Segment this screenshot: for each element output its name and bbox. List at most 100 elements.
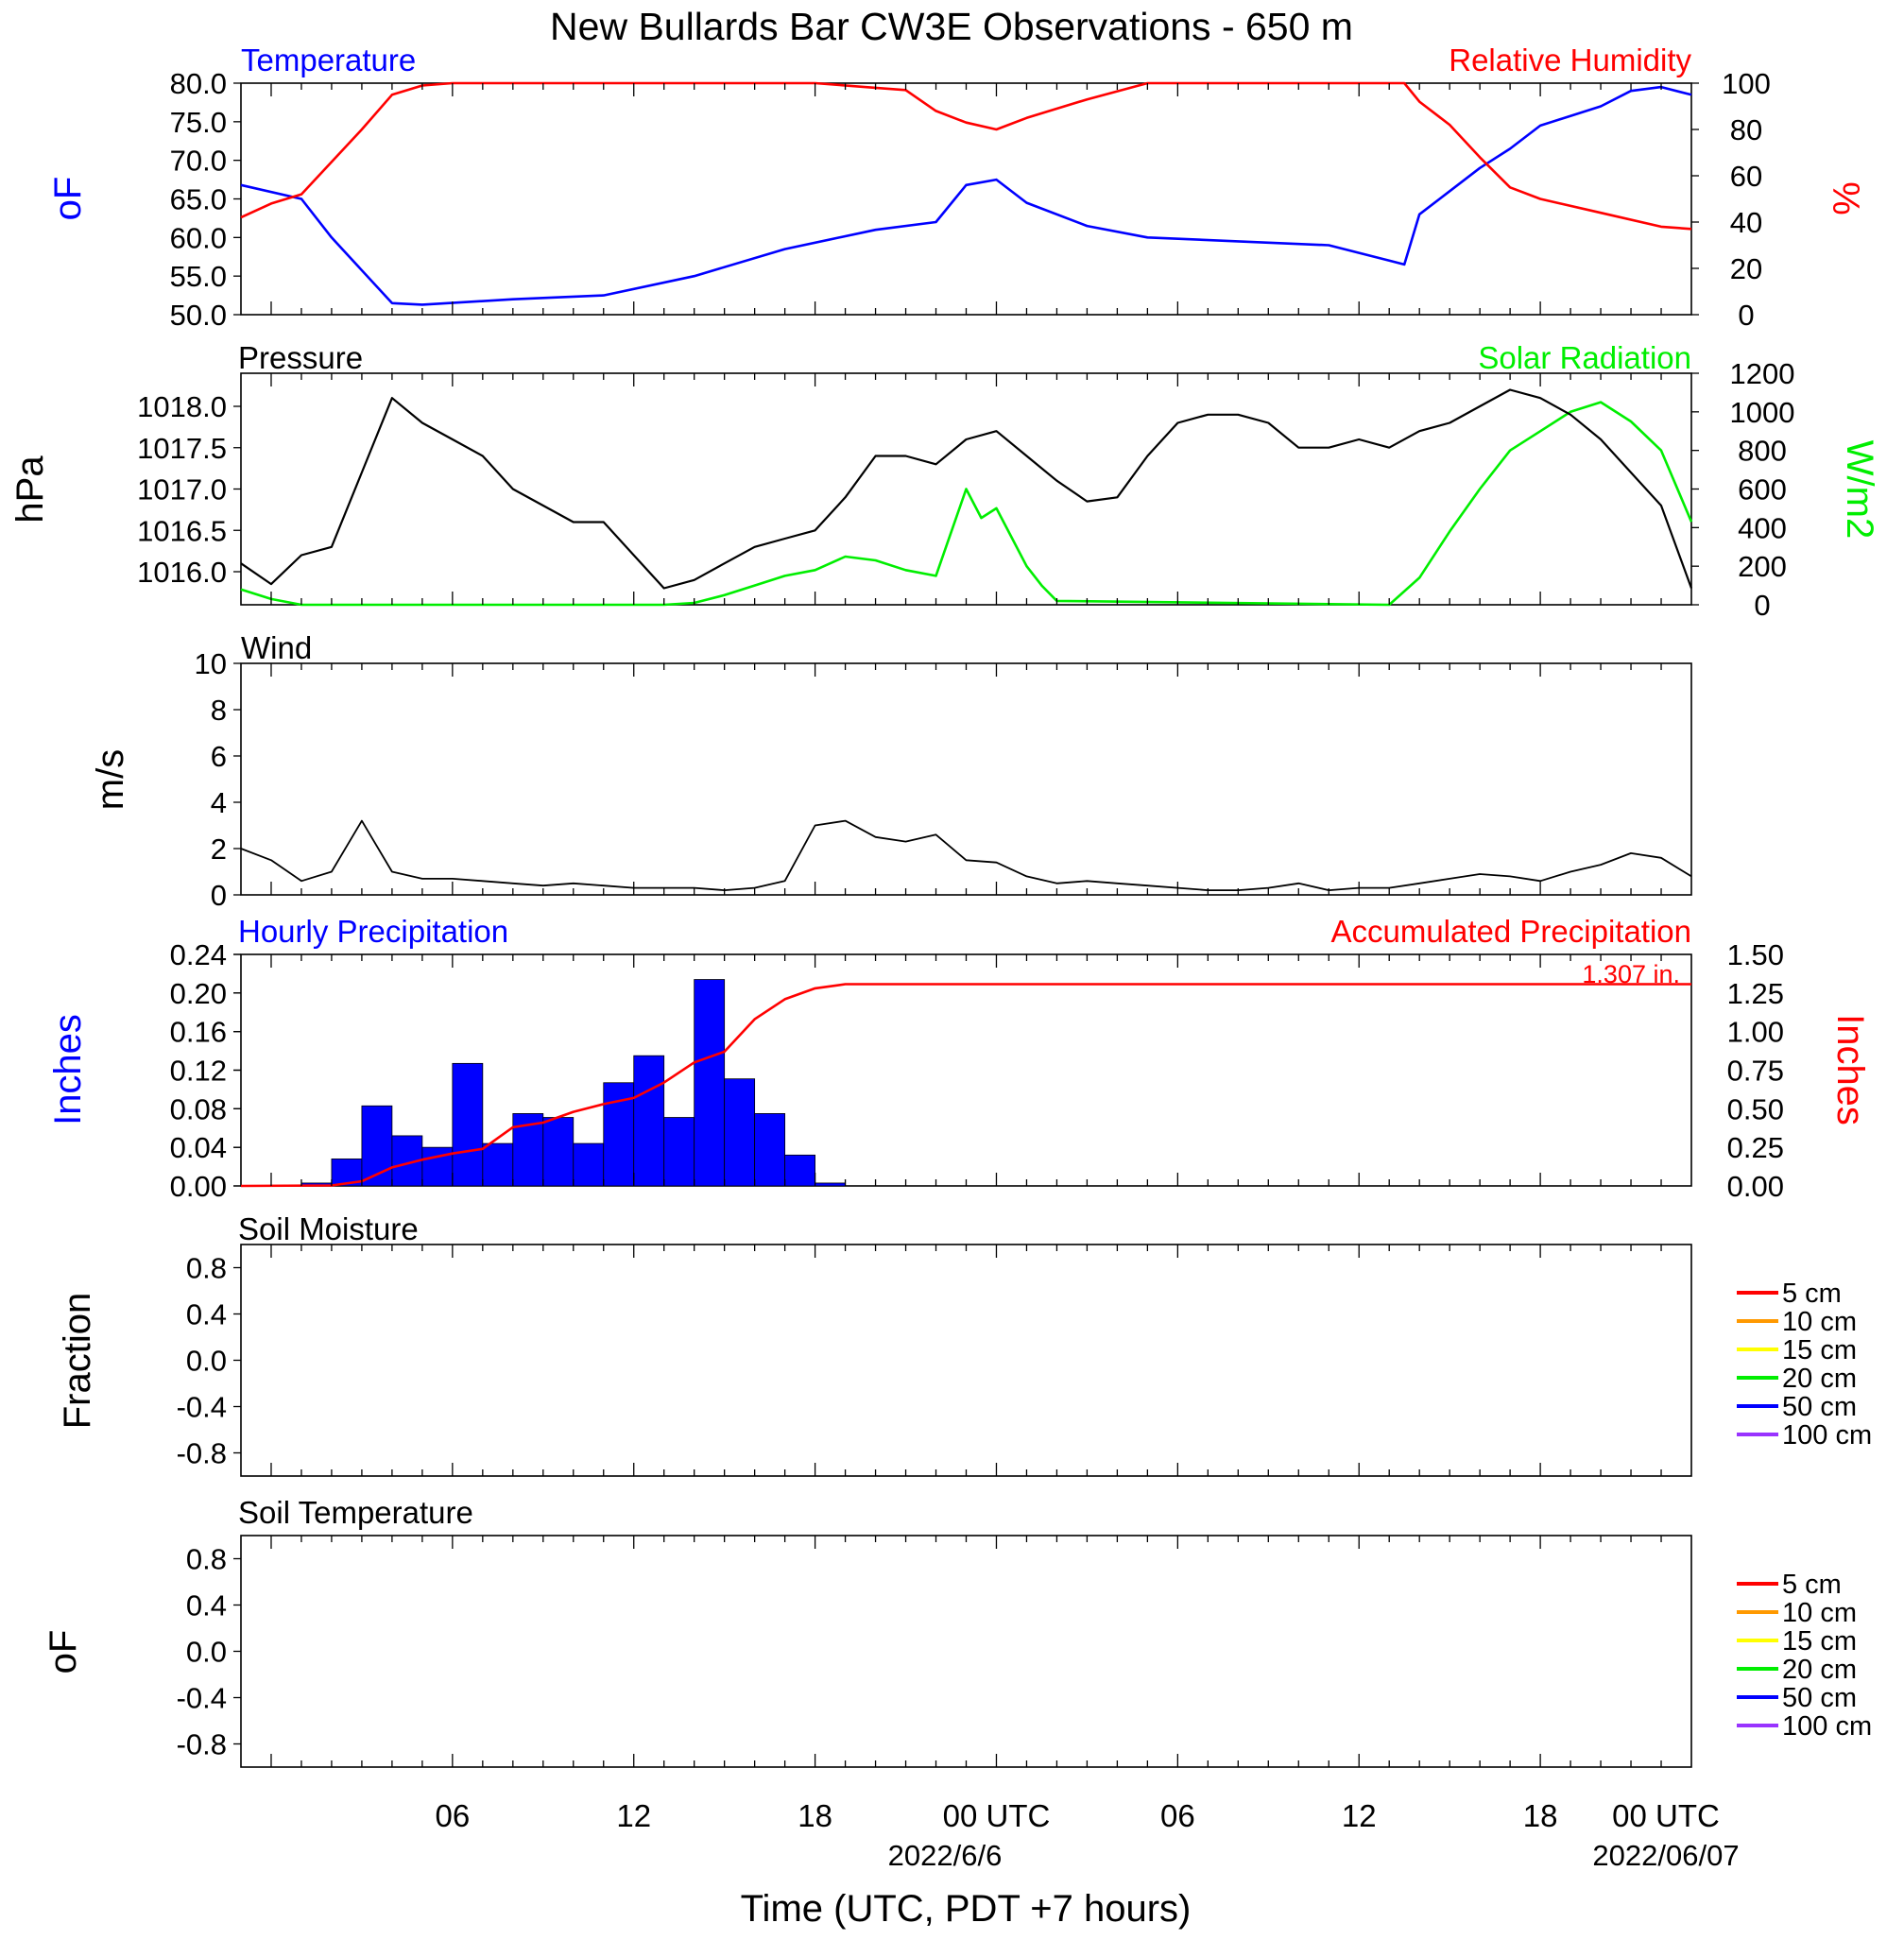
- humidity-unit: %: [1825, 181, 1866, 215]
- humidity-tick-label: 100: [1722, 67, 1771, 100]
- soil-moisture-unit: Fraction: [57, 1293, 98, 1430]
- wind-tick-label: 8: [211, 694, 227, 727]
- wind-lines: [240, 819, 1692, 891]
- accum-precip-tick-label: 0.50: [1727, 1092, 1784, 1125]
- legend-label: 5 cm: [1782, 1570, 1842, 1600]
- precip-bar: [573, 1142, 605, 1187]
- soil-temp-tick-label: 0.0: [186, 1636, 227, 1669]
- soil-temp-tick-label: -0.8: [177, 1728, 227, 1761]
- time-tick-label: 00 UTC: [1612, 1798, 1720, 1833]
- time-tick-label: 18: [798, 1798, 832, 1833]
- pressure-unit: hPa: [9, 455, 51, 524]
- date-label-2: 2022/06/07: [1592, 1839, 1739, 1872]
- solar-tick-label: 400: [1738, 511, 1787, 544]
- precipitation-marks: [240, 979, 1691, 1188]
- soil-temp-tick-labels: 0.8 0.4 0.0 -0.4 -0.8: [177, 1543, 241, 1761]
- precip-bar: [663, 1117, 695, 1187]
- precip-bar: [815, 1182, 846, 1187]
- soil-moisture-tick-labels: 0.8 0.4 0.0 -0.4 -0.8: [177, 1252, 241, 1470]
- accum-precip-title: Accumulated Precipitation: [1330, 914, 1691, 949]
- time-tick-label: 06: [1160, 1798, 1195, 1833]
- temperature-unit: oF: [47, 177, 89, 221]
- accum-precip-tick-label: 1.00: [1727, 1016, 1784, 1049]
- precip-bar: [633, 1055, 665, 1187]
- soil-temp-tick-label: 0.4: [186, 1589, 227, 1622]
- wind-tick-label: 6: [211, 740, 227, 773]
- date-label-1: 2022/6/6: [888, 1839, 1003, 1872]
- figure-title: New Bullards Bar CW3E Observations - 650…: [550, 5, 1353, 48]
- precip-bar: [694, 979, 726, 1187]
- solar-unit: W/m2: [1839, 440, 1880, 539]
- legend-label: 15 cm: [1782, 1335, 1857, 1365]
- precip-bar: [421, 1146, 454, 1187]
- solar-title: Solar Radiation: [1478, 340, 1691, 375]
- soil-moisture-tick-label: -0.8: [177, 1437, 227, 1470]
- soil-temp-tick-label: -0.4: [177, 1682, 227, 1715]
- humidity-tick-label: 20: [1730, 252, 1762, 285]
- hourly-precip-tick-label: 0.24: [170, 938, 227, 971]
- hourly-precip-title: Hourly Precipitation: [238, 914, 508, 949]
- solar-tick-label: 200: [1738, 550, 1787, 583]
- soil-moisture-tick-label: 0.4: [186, 1298, 227, 1331]
- wind-tick-label: 4: [211, 786, 227, 819]
- accum-precip-unit: Inches: [1829, 1014, 1871, 1125]
- panel-precipitation: Hourly Precipitation Accumulated Precipi…: [47, 914, 1871, 1203]
- pressure-solar-lines: [240, 388, 1693, 607]
- legend-label: 15 cm: [1782, 1626, 1857, 1657]
- precip-bar: [754, 1113, 786, 1187]
- time-axis-ticks: [270, 83, 1662, 1767]
- soil-temp-tick-label: 0.8: [186, 1543, 227, 1576]
- hourly-precip-tick-label: 0.16: [170, 1016, 227, 1049]
- hourly-precip-tick-label: 0.12: [170, 1055, 227, 1088]
- x-axis-title: Time (UTC, PDT +7 hours): [741, 1888, 1192, 1930]
- accum-precip-tick-labels: 1.50 1.25 1.00 0.75 0.50 0.25 0.00: [233, 938, 1784, 1203]
- temperature-line: [240, 85, 1692, 306]
- pressure-tick-label: 1016.0: [137, 556, 227, 589]
- time-tick-label: 18: [1523, 1798, 1558, 1833]
- solar-tick-label: 1000: [1730, 396, 1795, 429]
- time-axis-labels: 06 12 18 00 UTC 06 12 18 00 UTC: [435, 1798, 1719, 1833]
- accum-precip-tick-label: 1.50: [1727, 938, 1784, 971]
- temperature-tick-label: 70.0: [170, 145, 227, 178]
- temperature-tick-labels: 80.0 75.0 70.0 65.0 60.0 55.0 50.0: [170, 67, 241, 332]
- time-tick-label: 12: [616, 1798, 651, 1833]
- humidity-tick-label: 60: [1730, 160, 1762, 193]
- precip-bar: [784, 1154, 816, 1187]
- accumulated-precip-line: [240, 983, 1691, 1188]
- legend-label: 50 cm: [1782, 1392, 1857, 1422]
- soil-moisture-tick-label: 0.0: [186, 1345, 227, 1378]
- soil-moisture-title: Soil Moisture: [238, 1211, 419, 1246]
- wind-title: Wind: [241, 630, 312, 665]
- temperature-tick-label: 60.0: [170, 221, 227, 254]
- temperature-tick-label: 55.0: [170, 260, 227, 293]
- temperature-title: Temperature: [241, 43, 416, 77]
- solar-tick-label: 1200: [1730, 357, 1795, 390]
- time-tick-label: 12: [1342, 1798, 1377, 1833]
- legend-label: 5 cm: [1782, 1279, 1842, 1309]
- soil-temp-title: Soil Temperature: [238, 1495, 473, 1530]
- legend-label: 10 cm: [1782, 1598, 1857, 1628]
- legend-label: 10 cm: [1782, 1307, 1857, 1337]
- soil-temp-unit: oF: [43, 1630, 84, 1674]
- temperature-tick-label: 50.0: [170, 299, 227, 332]
- solar-tick-label: 600: [1738, 473, 1787, 506]
- time-tick-label: 00 UTC: [943, 1798, 1051, 1833]
- pressure-tick-label: 1018.0: [137, 390, 227, 423]
- pressure-line: [240, 388, 1693, 590]
- legend-label: 100 cm: [1782, 1420, 1872, 1451]
- pressure-tick-label: 1017.5: [137, 432, 227, 465]
- pressure-tick-labels: 1018.0 1017.5 1017.0 1016.5 1016.0: [137, 390, 241, 589]
- wind-speed-line: [240, 819, 1692, 891]
- pressure-title: Pressure: [238, 340, 363, 375]
- humidity-title: Relative Humidity: [1449, 43, 1691, 77]
- humidity-tick-label: 80: [1730, 113, 1762, 146]
- legend-label: 50 cm: [1782, 1683, 1857, 1713]
- temperature-tick-label: 75.0: [170, 106, 227, 139]
- accum-precip-tick-label: 1.25: [1727, 977, 1784, 1010]
- hourly-precip-tick-label: 0.08: [170, 1092, 227, 1125]
- panel-wind: Wind m/s 10 8 6 4 2 0: [90, 630, 1692, 912]
- pressure-tick-label: 1016.5: [137, 514, 227, 547]
